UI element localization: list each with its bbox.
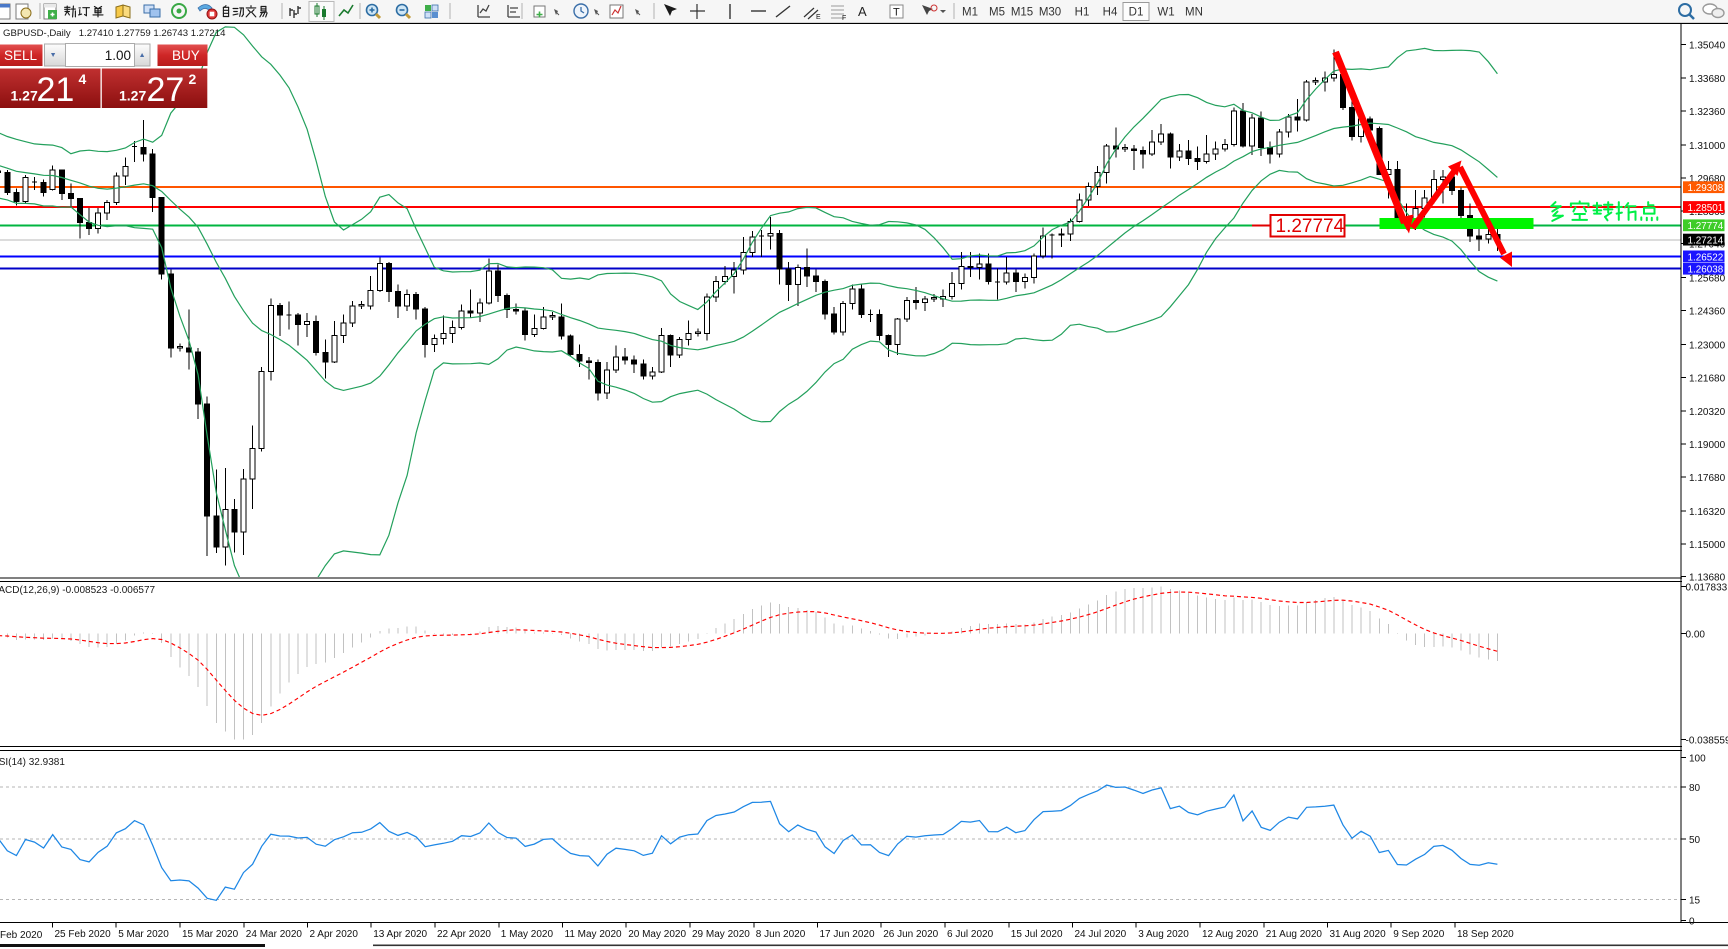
svg-text:M15: M15 [1011,7,1033,19]
svg-text:SELL: SELL [4,48,38,63]
svg-text:1.23000: 1.23000 [1689,340,1726,351]
svg-text:5 Mar 2020: 5 Mar 2020 [118,929,169,940]
svg-text:1.29680: 1.29680 [1689,174,1726,185]
svg-text:2 Apr 2020: 2 Apr 2020 [310,929,359,940]
svg-text:0: 0 [1689,916,1695,927]
svg-text:15 Mar 2020: 15 Mar 2020 [182,929,239,940]
svg-text:1.35040: 1.35040 [1689,40,1726,51]
svg-text:22 Apr 2020: 22 Apr 2020 [437,929,491,940]
svg-text:0.017833: 0.017833 [1686,583,1728,594]
svg-text:12 Aug 2020: 12 Aug 2020 [1202,929,1259,940]
svg-text:1.26038: 1.26038 [1688,265,1724,276]
svg-text:13 Apr 2020: 13 Apr 2020 [373,929,427,940]
svg-text:1.19000: 1.19000 [1689,440,1726,451]
svg-text:100: 100 [1689,754,1706,765]
svg-text:1.20320: 1.20320 [1689,407,1726,418]
svg-text:-0.038559: -0.038559 [1686,736,1728,747]
svg-text:3 Aug 2020: 3 Aug 2020 [1138,929,1189,940]
svg-text:1.17680: 1.17680 [1689,473,1726,484]
svg-text:1.29308: 1.29308 [1688,183,1724,194]
svg-text:8 Jun 2020: 8 Jun 2020 [756,929,806,940]
svg-text:15 Jul 2020: 15 Jul 2020 [1011,929,1063,940]
svg-text:20 May 2020: 20 May 2020 [628,929,686,940]
svg-text:1.28501: 1.28501 [1688,203,1724,214]
svg-text:24 Mar 2020: 24 Mar 2020 [246,929,303,940]
svg-text:RSI(14) 32.9381: RSI(14) 32.9381 [0,757,65,768]
svg-text:21 Aug 2020: 21 Aug 2020 [1266,929,1323,940]
svg-text:M30: M30 [1039,7,1061,19]
svg-text:1.26522: 1.26522 [1688,252,1724,263]
svg-text:1.27774: 1.27774 [1688,221,1724,232]
svg-text:4: 4 [79,71,87,87]
svg-text:24 Jul 2020: 24 Jul 2020 [1075,929,1127,940]
svg-text:1.27: 1.27 [119,88,146,104]
svg-text:11 May 2020: 11 May 2020 [565,929,623,940]
svg-text:29 May 2020: 29 May 2020 [692,929,750,940]
svg-text:H1: H1 [1075,7,1090,19]
svg-text:1.00: 1.00 [105,48,131,63]
svg-text:1.27: 1.27 [11,88,38,104]
svg-text:H4: H4 [1103,7,1118,19]
svg-text:9 Sep 2020: 9 Sep 2020 [1393,929,1445,940]
svg-text:21: 21 [37,71,75,109]
svg-text:1.16320: 1.16320 [1689,507,1726,518]
svg-text:1.15000: 1.15000 [1689,540,1726,551]
svg-text:1.24360: 1.24360 [1689,307,1726,318]
svg-text:MACD(12,26,9) -0.008523 -0.006: MACD(12,26,9) -0.008523 -0.006577 [0,585,156,596]
svg-text:1.13680: 1.13680 [1689,573,1726,584]
svg-text:1 May 2020: 1 May 2020 [501,929,554,940]
svg-text:15: 15 [1689,896,1701,907]
svg-text:M1: M1 [962,7,978,19]
svg-text:17 Jun 2020: 17 Jun 2020 [820,929,875,940]
svg-text:M5: M5 [989,7,1005,19]
svg-text:T: T [893,7,900,19]
svg-text:F: F [842,15,846,22]
svg-text:1.31000: 1.31000 [1689,141,1726,152]
svg-text:27: 27 [147,71,185,109]
svg-text:25 Feb 2020: 25 Feb 2020 [55,929,112,940]
svg-text:2: 2 [189,71,197,87]
svg-text:80: 80 [1689,783,1701,794]
svg-text:1.21680: 1.21680 [1689,373,1726,384]
svg-text:1.27774: 1.27774 [1276,216,1345,237]
svg-text:31 Aug 2020: 31 Aug 2020 [1330,929,1387,940]
svg-text:6 Jul 2020: 6 Jul 2020 [947,929,994,940]
svg-text:A: A [858,4,867,19]
svg-text:1.25680: 1.25680 [1689,274,1726,285]
svg-text:1.33680: 1.33680 [1689,74,1726,85]
svg-text:D1: D1 [1129,7,1144,19]
svg-text:0.00: 0.00 [1686,630,1706,641]
svg-text:18 Sep 2020: 18 Sep 2020 [1457,929,1514,940]
svg-text:Feb 2020: Feb 2020 [0,930,43,941]
svg-text:BUY: BUY [172,48,200,63]
svg-text:1.27214: 1.27214 [1688,236,1724,247]
svg-text:1.32360: 1.32360 [1689,107,1726,118]
svg-text:W1: W1 [1157,7,1174,19]
svg-text:50: 50 [1689,835,1701,846]
svg-text:26 Jun 2020: 26 Jun 2020 [883,929,938,940]
svg-text:MN: MN [1185,7,1203,19]
svg-text:E: E [816,14,821,21]
svg-text:GBPUSD-,Daily 1.27410 1.2775: GBPUSD-,Daily 1.27410 1.27759 1.26743 1.… [3,28,226,39]
